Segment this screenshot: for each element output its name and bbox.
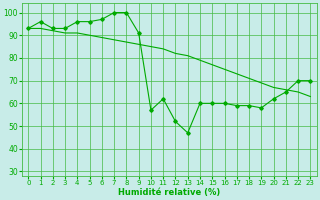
X-axis label: Humidité relative (%): Humidité relative (%) (118, 188, 220, 197)
